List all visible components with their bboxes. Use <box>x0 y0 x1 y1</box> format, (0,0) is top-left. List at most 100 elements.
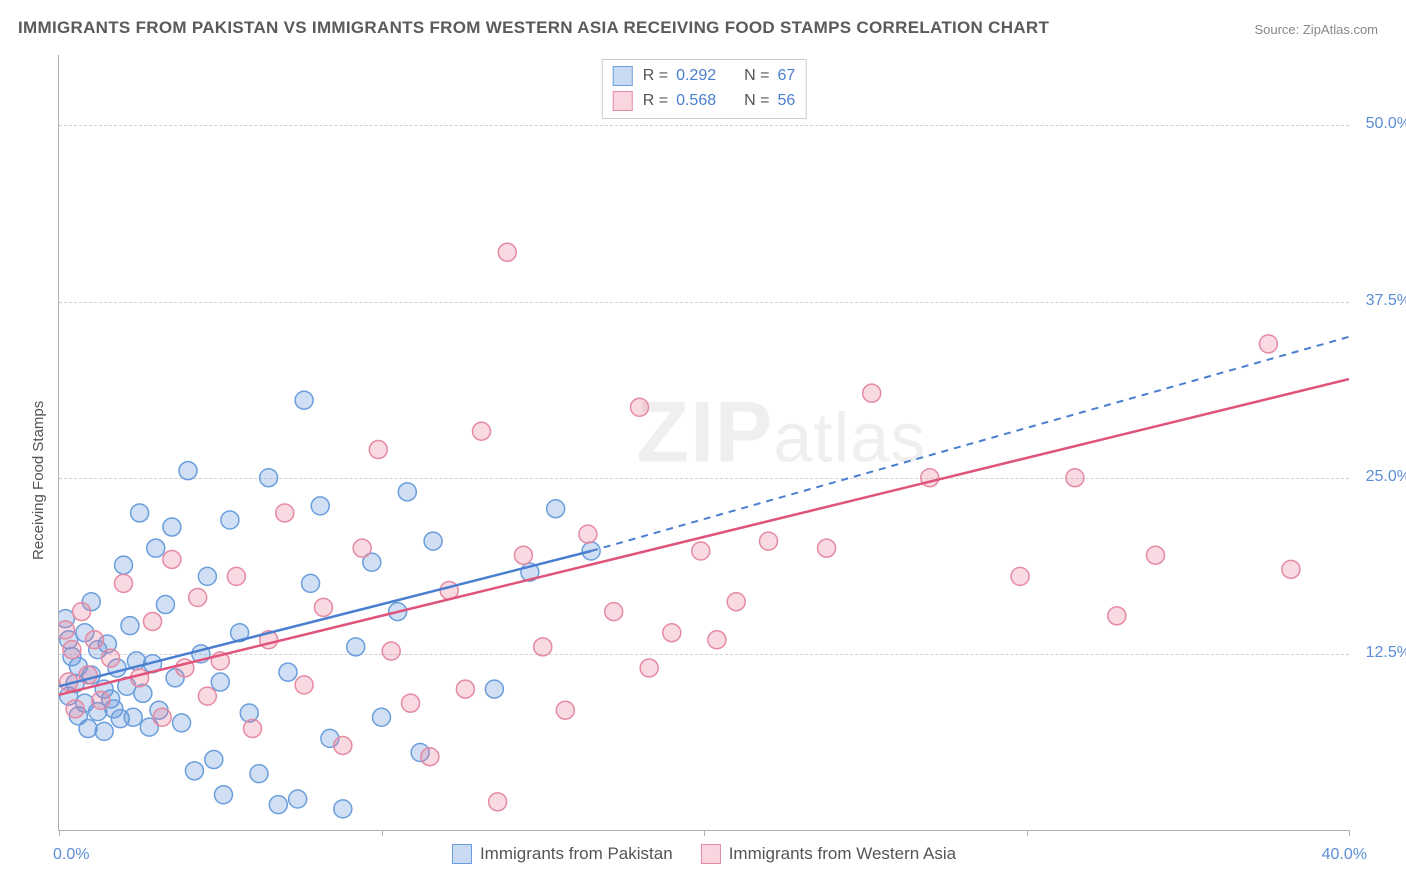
data-point <box>179 462 197 480</box>
x-tick <box>1349 830 1350 836</box>
data-point <box>498 243 516 261</box>
data-point <box>205 751 223 769</box>
data-point <box>334 800 352 818</box>
data-point <box>489 793 507 811</box>
data-point <box>302 574 320 592</box>
swatch-blue-icon <box>452 844 472 864</box>
data-point <box>185 762 203 780</box>
data-point <box>402 694 420 712</box>
data-point <box>173 714 191 732</box>
data-point <box>1147 546 1165 564</box>
legend-stats: R = 0.292 N = 67 R = 0.568 N = 56 <box>602 59 807 119</box>
data-point <box>95 722 113 740</box>
source-attribution: Source: ZipAtlas.com <box>1254 22 1378 37</box>
data-point <box>1259 335 1277 353</box>
data-point <box>163 550 181 568</box>
data-point <box>102 649 120 667</box>
data-point <box>156 596 174 614</box>
n-label: N = <box>744 89 769 114</box>
data-point <box>347 638 365 656</box>
y-axis-label: Receiving Food Stamps <box>30 401 47 560</box>
r-value-1: 0.292 <box>676 64 716 89</box>
swatch-pink-icon <box>701 844 721 864</box>
y-tick-label: 25.0% <box>1366 468 1406 486</box>
x-min-label: 0.0% <box>53 846 89 864</box>
data-point <box>198 567 216 585</box>
x-tick <box>1027 830 1028 836</box>
trend-line <box>59 379 1349 695</box>
data-point <box>534 638 552 656</box>
r-value-2: 0.568 <box>676 89 716 114</box>
data-point <box>115 556 133 574</box>
data-point <box>92 691 110 709</box>
data-point <box>605 603 623 621</box>
data-point <box>708 631 726 649</box>
data-point <box>198 687 216 705</box>
data-point <box>398 483 416 501</box>
data-point <box>1108 607 1126 625</box>
data-point <box>1011 567 1029 585</box>
data-point <box>163 518 181 536</box>
data-point <box>579 525 597 543</box>
data-point <box>556 701 574 719</box>
trend-line-dashed <box>591 337 1349 551</box>
legend-label-2: Immigrants from Western Asia <box>729 844 956 864</box>
data-point <box>260 469 278 487</box>
trend-line <box>59 551 591 686</box>
data-point <box>818 539 836 557</box>
data-point <box>131 504 149 522</box>
chart-svg <box>59 55 1349 830</box>
data-point <box>227 567 245 585</box>
data-point <box>663 624 681 642</box>
data-point <box>147 539 165 557</box>
data-point <box>244 720 262 738</box>
data-point <box>472 422 490 440</box>
data-point <box>514 546 532 564</box>
y-tick-label: 50.0% <box>1366 115 1406 133</box>
data-point <box>153 708 171 726</box>
legend-stats-row-1: R = 0.292 N = 67 <box>613 64 796 89</box>
swatch-blue-icon <box>613 66 633 86</box>
data-point <box>485 680 503 698</box>
data-point <box>115 574 133 592</box>
data-point <box>211 673 229 691</box>
data-point <box>424 532 442 550</box>
data-point <box>295 676 313 694</box>
swatch-pink-icon <box>613 91 633 111</box>
data-point <box>631 398 649 416</box>
data-point <box>63 641 81 659</box>
data-point <box>276 504 294 522</box>
data-point <box>727 593 745 611</box>
data-point <box>640 659 658 677</box>
chart-title: IMMIGRANTS FROM PAKISTAN VS IMMIGRANTS F… <box>18 18 1049 38</box>
y-tick-label: 37.5% <box>1366 292 1406 310</box>
plot-area: ZIPatlas R = 0.292 N = 67 R = 0.568 N = … <box>58 55 1349 831</box>
data-point <box>369 441 387 459</box>
r-label: R = <box>643 89 668 114</box>
legend-series: Immigrants from Pakistan Immigrants from… <box>452 844 956 864</box>
data-point <box>85 631 103 649</box>
data-point <box>269 796 287 814</box>
x-tick <box>59 830 60 836</box>
data-point <box>692 542 710 560</box>
x-max-label: 40.0% <box>1322 846 1367 864</box>
data-point <box>456 680 474 698</box>
legend-item-1: Immigrants from Pakistan <box>452 844 673 864</box>
data-point <box>547 500 565 518</box>
n-value-2: 56 <box>777 89 795 114</box>
r-label: R = <box>643 64 668 89</box>
data-point <box>373 708 391 726</box>
data-point <box>382 642 400 660</box>
data-point <box>863 384 881 402</box>
legend-label-1: Immigrants from Pakistan <box>480 844 673 864</box>
data-point <box>421 748 439 766</box>
data-point <box>353 539 371 557</box>
n-label: N = <box>744 64 769 89</box>
data-point <box>334 736 352 754</box>
data-point <box>314 598 332 616</box>
data-point <box>1066 469 1084 487</box>
legend-stats-row-2: R = 0.568 N = 56 <box>613 89 796 114</box>
data-point <box>144 612 162 630</box>
data-point <box>121 617 139 635</box>
data-point <box>1282 560 1300 578</box>
